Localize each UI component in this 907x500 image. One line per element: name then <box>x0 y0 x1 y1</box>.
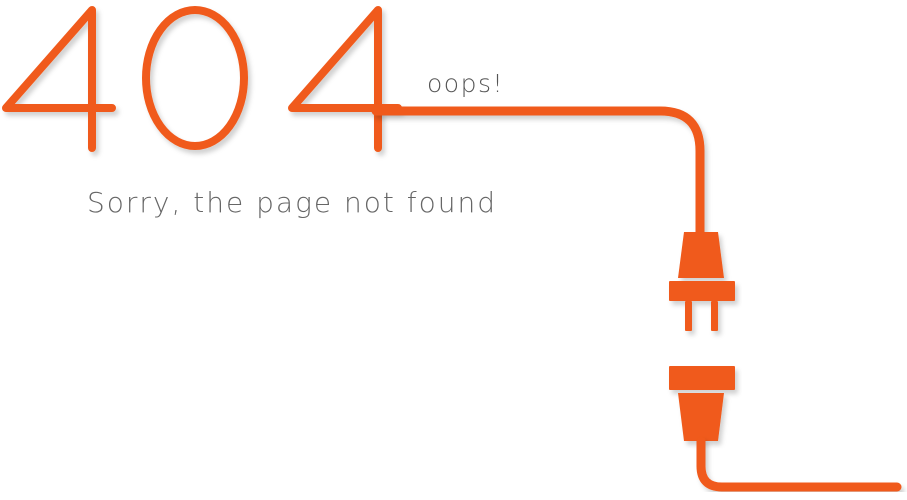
digit-four-right <box>288 6 402 152</box>
plug-body <box>678 232 724 278</box>
plug-icon <box>669 232 735 331</box>
socket-collar <box>669 366 735 390</box>
plug-prong-left <box>685 301 692 331</box>
digit-four-left <box>2 6 116 152</box>
cable-lower <box>696 436 902 492</box>
oops-label: oops! <box>427 69 504 98</box>
cable-upper <box>371 106 705 237</box>
digit-zero <box>142 6 248 150</box>
plug-prong-right <box>711 301 718 331</box>
plug-collar <box>669 281 735 301</box>
not-found-message: Sorry, the page not found <box>87 186 497 219</box>
socket-icon <box>669 366 735 441</box>
socket-body <box>678 393 724 441</box>
error-code-404 <box>2 6 402 152</box>
